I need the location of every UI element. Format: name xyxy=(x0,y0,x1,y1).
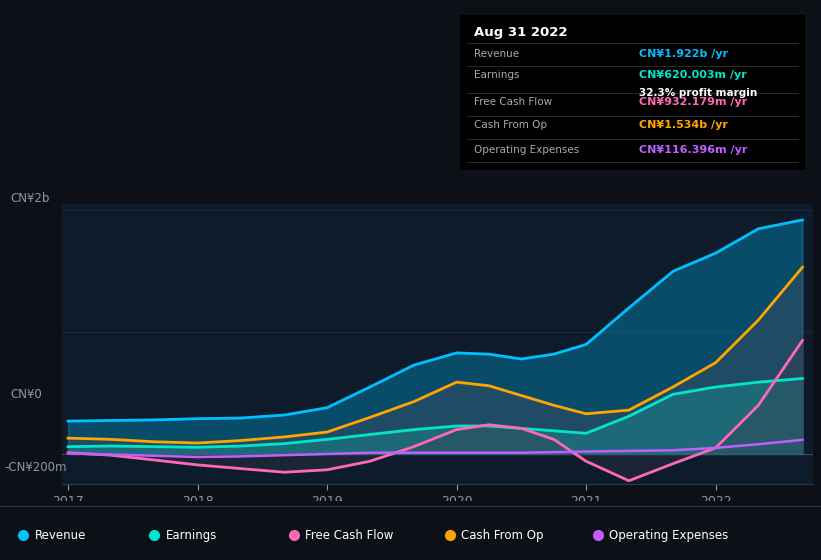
Text: Revenue: Revenue xyxy=(34,529,86,542)
Text: CN¥116.396m /yr: CN¥116.396m /yr xyxy=(640,145,748,155)
Text: Revenue: Revenue xyxy=(474,49,519,59)
Text: Earnings: Earnings xyxy=(166,529,218,542)
Text: CN¥1.534b /yr: CN¥1.534b /yr xyxy=(640,120,728,130)
Text: Earnings: Earnings xyxy=(474,71,520,81)
Text: Free Cash Flow: Free Cash Flow xyxy=(474,97,552,107)
Text: Aug 31 2022: Aug 31 2022 xyxy=(474,26,567,39)
Text: -CN¥200m: -CN¥200m xyxy=(4,461,67,474)
Text: 32.3% profit margin: 32.3% profit margin xyxy=(640,87,758,97)
Text: CN¥620.003m /yr: CN¥620.003m /yr xyxy=(640,71,747,81)
Text: Cash From Op: Cash From Op xyxy=(474,120,547,130)
Text: CN¥0: CN¥0 xyxy=(11,388,43,402)
Text: Operating Expenses: Operating Expenses xyxy=(474,145,579,155)
Text: CN¥2b: CN¥2b xyxy=(11,192,50,206)
Text: Cash From Op: Cash From Op xyxy=(461,529,544,542)
Text: Free Cash Flow: Free Cash Flow xyxy=(305,529,394,542)
Text: CN¥1.922b /yr: CN¥1.922b /yr xyxy=(640,49,728,59)
Text: Operating Expenses: Operating Expenses xyxy=(609,529,728,542)
Text: CN¥932.179m /yr: CN¥932.179m /yr xyxy=(640,97,748,107)
